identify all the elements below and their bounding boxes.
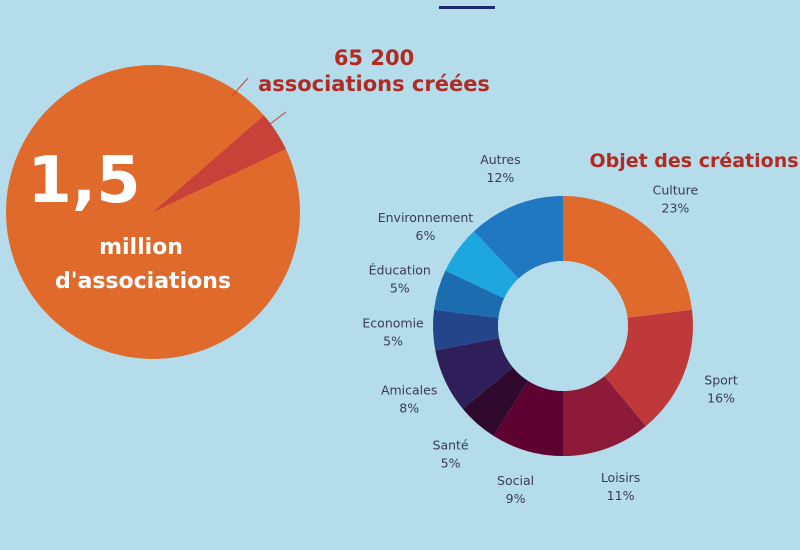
donut-category-label: Social xyxy=(497,473,534,488)
donut-value-label: 8% xyxy=(399,400,419,415)
donut-value-label: 5% xyxy=(383,333,403,348)
created-caption: associations créées xyxy=(258,72,490,96)
big-unit: million xyxy=(99,235,183,260)
top-accent-bar xyxy=(439,6,495,9)
donut-value-label: 6% xyxy=(416,228,436,243)
donut-slice-amicales xyxy=(435,338,513,409)
donut-slice-sport xyxy=(604,309,693,427)
big-number: 1,5 xyxy=(27,144,140,218)
created-leader-line-1 xyxy=(231,77,249,97)
donut-slice-education xyxy=(434,270,505,318)
big-caption: d'associations xyxy=(55,269,231,294)
donut-slice-loisirs xyxy=(563,376,646,456)
chart-title: Objet des créations xyxy=(589,150,798,172)
donut-slice-economie xyxy=(433,309,500,351)
donut-category-label: Santé xyxy=(433,438,469,453)
donut-value-label: 12% xyxy=(487,170,515,185)
created-leader-line-2 xyxy=(261,111,287,131)
donut-category-label: Economie xyxy=(362,315,424,330)
donut-category-label: Amicales xyxy=(381,382,437,397)
created-number: 65 200 xyxy=(334,46,414,70)
donut-hole xyxy=(498,261,628,391)
donut-value-label: 11% xyxy=(607,488,635,503)
donut-slice-culture xyxy=(563,195,692,318)
donut-slice-sante xyxy=(462,367,529,436)
total-associations-pie xyxy=(6,65,300,359)
donut-category-label: Culture xyxy=(653,182,699,197)
donut-slice-social xyxy=(493,380,563,456)
donut-value-label: 5% xyxy=(441,456,461,471)
donut-category-label: Sport xyxy=(704,373,738,388)
donut-category-label: Éducation xyxy=(369,263,431,278)
donut-value-label: 9% xyxy=(506,491,526,506)
donut-value-label: 5% xyxy=(390,281,410,296)
creations-donut-chart xyxy=(433,195,693,456)
donut-category-label: Loisirs xyxy=(601,470,641,485)
donut-slice-autres xyxy=(474,196,563,279)
created-associations-slice xyxy=(153,115,286,212)
donut-slice-environnement xyxy=(445,231,519,299)
donut-category-label: Autres xyxy=(480,152,520,167)
donut-value-label: 16% xyxy=(707,391,735,406)
donut-value-label: 23% xyxy=(662,200,690,215)
donut-labels: Culture 23% Sport 16% Loisirs 11% Social 9% Sant… xyxy=(362,152,738,506)
donut-category-label: Environnement xyxy=(378,210,474,225)
